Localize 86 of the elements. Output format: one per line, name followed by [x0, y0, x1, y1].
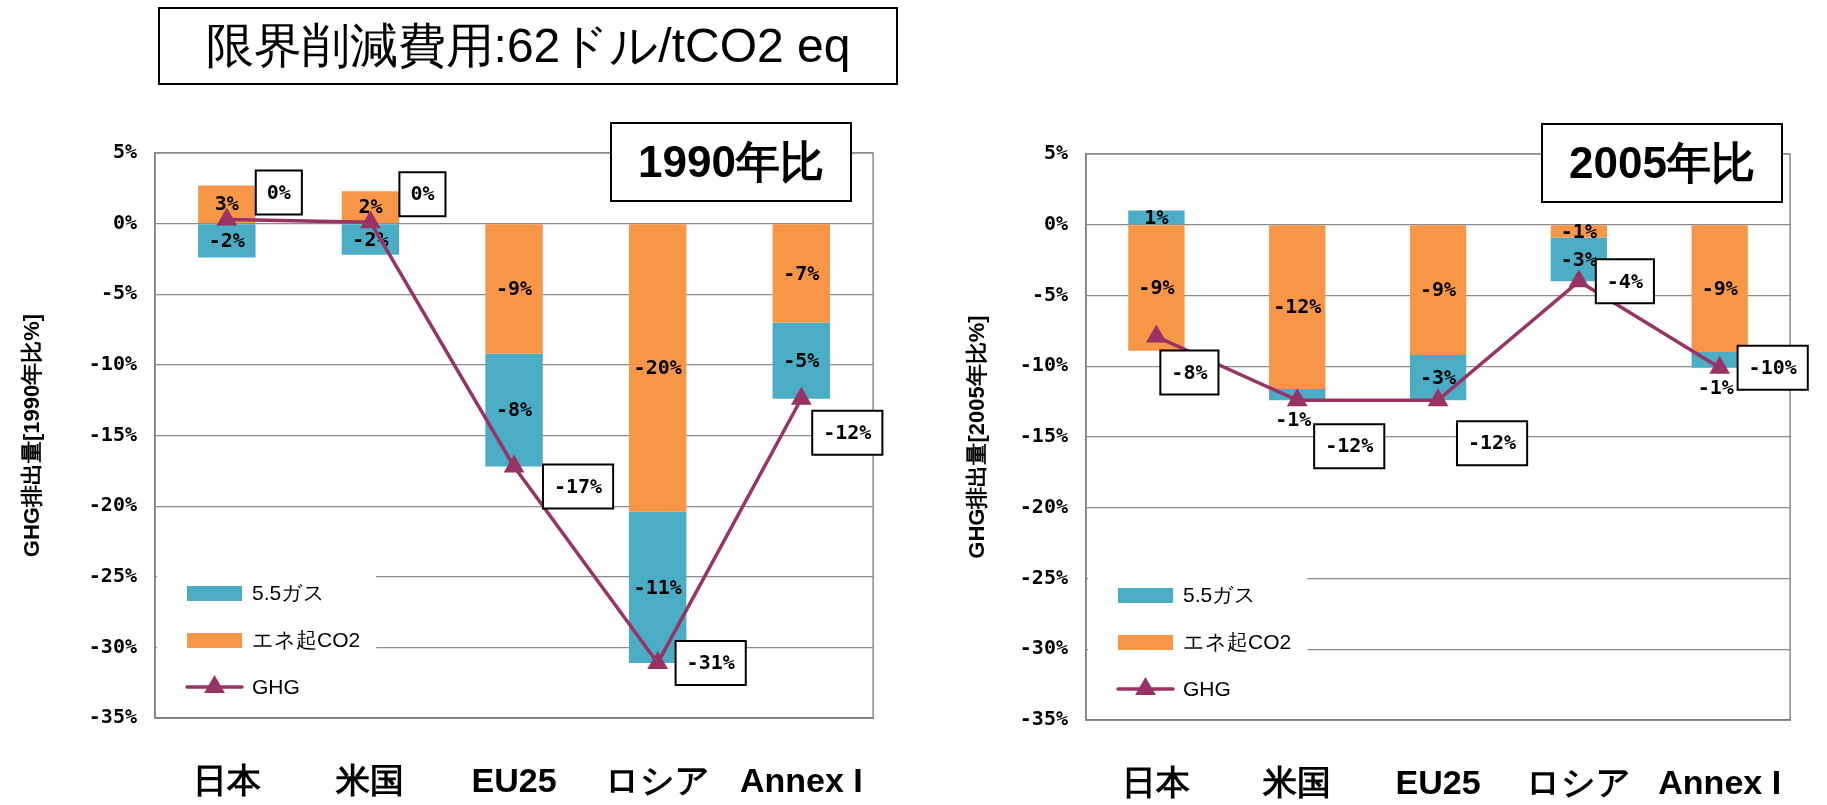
- x-tick-label: EU25: [1395, 762, 1481, 801]
- data-label: -1%: [1697, 374, 1734, 399]
- data-label: -17%: [553, 473, 603, 498]
- data-label: -8%: [1171, 359, 1208, 384]
- legend-label: エネ起CO2: [252, 627, 361, 651]
- point: [1427, 388, 1449, 407]
- data-label: -9%: [1701, 275, 1738, 300]
- data-label: -4%: [1606, 268, 1643, 293]
- data-label: -9%: [1138, 275, 1175, 300]
- point: [647, 650, 669, 669]
- chart-title: 限界削減費用:62ドル/tCO2 eq: [158, 7, 898, 85]
- data-label: -12%: [1467, 430, 1517, 455]
- data-label: -7%: [783, 260, 820, 285]
- data-label: 0%: [266, 179, 291, 204]
- data-label: 0%: [410, 181, 435, 206]
- point: [503, 454, 525, 473]
- data-label: -10%: [1748, 354, 1797, 379]
- legend-label: GHG: [252, 674, 300, 698]
- bar: [628, 224, 687, 512]
- x-tick-label: Annex I: [739, 760, 863, 799]
- chart-subtitle: 2005年比: [1541, 123, 1783, 203]
- y-tick-label: -15%: [1019, 423, 1068, 448]
- data-label: -5%: [783, 347, 820, 372]
- data-label: -20%: [633, 355, 682, 380]
- x-tick-label: Annex I: [1658, 762, 1782, 801]
- y-tick-label: 5%: [112, 139, 137, 164]
- legend-label: 5.5ガス: [252, 580, 326, 604]
- bar: [1691, 225, 1748, 353]
- y-tick-label: -20%: [1019, 493, 1068, 518]
- y-tick-label: -30%: [1019, 635, 1068, 660]
- point: [1709, 355, 1731, 374]
- y-tick-label: -10%: [88, 351, 137, 376]
- point: [790, 386, 812, 405]
- y-axis-title: GHG排出量[2005年比%]: [964, 315, 990, 559]
- bar: [198, 224, 256, 258]
- bar: [1269, 225, 1326, 389]
- bar: [485, 353, 543, 467]
- legend-label: エネ起CO2: [1183, 629, 1292, 653]
- data-label: 3%: [214, 191, 239, 216]
- point: [1568, 269, 1590, 288]
- data-label: -31%: [686, 650, 735, 675]
- bar: [1409, 225, 1467, 355]
- y-tick-label: -25%: [1019, 564, 1068, 589]
- chart-subtitle: 1990年比: [610, 122, 852, 202]
- bar: [772, 322, 831, 399]
- data-label: -1%: [1275, 407, 1312, 432]
- data-label: -9%: [495, 276, 533, 301]
- legend-label: 5.5ガス: [1183, 582, 1257, 606]
- y-axis-title: GHG排出量[1990年比%]: [19, 313, 45, 558]
- data-label: 2%: [358, 194, 383, 219]
- y-tick-label: -35%: [1019, 706, 1068, 731]
- data-label: -12%: [1273, 294, 1322, 319]
- data-label: -1%: [1560, 218, 1597, 243]
- y-tick-label: -35%: [88, 704, 137, 729]
- y-tick-label: -5%: [1031, 281, 1068, 306]
- data-label: -12%: [823, 419, 872, 444]
- y-tick-label: -10%: [1019, 352, 1068, 377]
- x-tick-label: ロシア: [605, 760, 711, 799]
- y-tick-label: 0%: [1043, 210, 1068, 235]
- legend-label: GHG: [1183, 676, 1231, 700]
- y-tick-label: -30%: [88, 633, 137, 658]
- point: [1146, 324, 1167, 343]
- x-tick-label: EU25: [471, 760, 557, 799]
- x-tick-label: 米国: [335, 760, 405, 799]
- x-tick-label: 日本: [1122, 762, 1192, 801]
- data-label: -11%: [633, 574, 682, 599]
- y-tick-label: -5%: [100, 280, 137, 305]
- data-label: -3%: [1560, 246, 1597, 271]
- y-tick-label: 0%: [112, 209, 137, 234]
- point: [1286, 388, 1308, 407]
- data-label: -2%: [208, 228, 245, 253]
- data-label: -9%: [1419, 277, 1457, 302]
- data-label: 1%: [1144, 204, 1169, 229]
- y-tick-label: 5%: [1043, 140, 1068, 165]
- y-tick-label: -25%: [88, 562, 137, 587]
- x-tick-label: ロシア: [1526, 762, 1632, 801]
- x-tick-label: 米国: [1262, 762, 1332, 801]
- data-label: -8%: [495, 397, 533, 422]
- data-label: -12%: [1325, 433, 1374, 458]
- bar: [1128, 225, 1185, 351]
- x-tick-label: 日本: [192, 760, 262, 799]
- bar: [772, 224, 831, 323]
- y-tick-label: -15%: [88, 421, 137, 446]
- data-label: -3%: [1419, 364, 1457, 389]
- y-tick-label: -20%: [88, 492, 137, 517]
- bar: [485, 224, 543, 354]
